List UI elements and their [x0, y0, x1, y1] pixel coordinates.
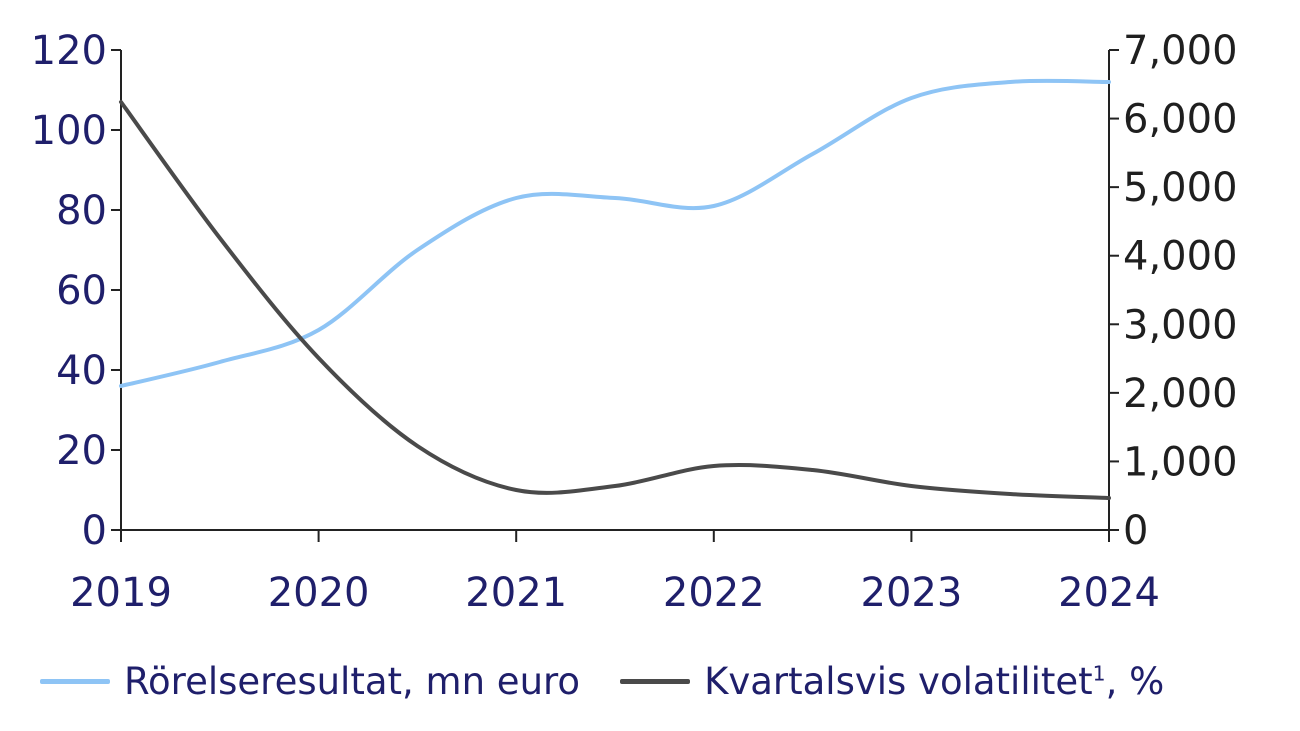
x-tick-label: 2021: [465, 570, 567, 616]
left-tick-label: 40: [56, 348, 107, 394]
right-tick-label: 4,000: [1123, 234, 1238, 280]
legend-swatch-rorelseresultat: [40, 679, 110, 684]
legend-swatch-volatilitet: [620, 679, 691, 684]
right-tick-label: 5,000: [1123, 165, 1238, 211]
left-tick-label: 20: [56, 428, 107, 474]
chart-legend: Rörelseresultat, mn euro Kvartalsvis vol…: [40, 660, 1204, 703]
right-tick-label: 0: [1123, 508, 1148, 554]
x-tick-label: 2023: [861, 570, 963, 616]
right-tick-label: 1,000: [1123, 439, 1238, 485]
right-tick-label: 3,000: [1123, 302, 1238, 348]
x-tick-label: 2024: [1058, 570, 1160, 616]
left-tick-label: 0: [82, 508, 107, 554]
right-tick-label: 2,000: [1123, 371, 1238, 417]
legend-footnote-marker: 1: [1092, 661, 1106, 686]
right-tick-label: 6,000: [1123, 97, 1238, 143]
legend-label-volatilitet: Kvartalsvis volatilitet1, %: [704, 660, 1164, 703]
left-tick-label: 60: [56, 268, 107, 314]
series-line-rorelseresultat: [119, 78, 1111, 388]
legend-label-volatilitet-suffix: , %: [1105, 660, 1165, 703]
legend-item-volatilitet: Kvartalsvis volatilitet1, %: [620, 660, 1164, 703]
left-tick-label: 80: [56, 188, 107, 234]
legend-label-rorelseresultat: Rörelseresultat, mn euro: [124, 660, 581, 703]
x-tick-label: 2019: [70, 570, 172, 616]
right-tick-label: 7,000: [1123, 28, 1238, 74]
x-tick-label: 2022: [663, 570, 765, 616]
left-tick-label: 100: [31, 108, 107, 154]
legend-label-volatilitet-text: Kvartalsvis volatilitet: [704, 660, 1093, 703]
left-tick-label: 120: [31, 28, 107, 74]
x-tick-label: 2020: [268, 570, 370, 616]
legend-item-rorelseresultat: Rörelseresultat, mn euro: [40, 660, 580, 703]
series-line-volatilitet: [119, 100, 1111, 500]
